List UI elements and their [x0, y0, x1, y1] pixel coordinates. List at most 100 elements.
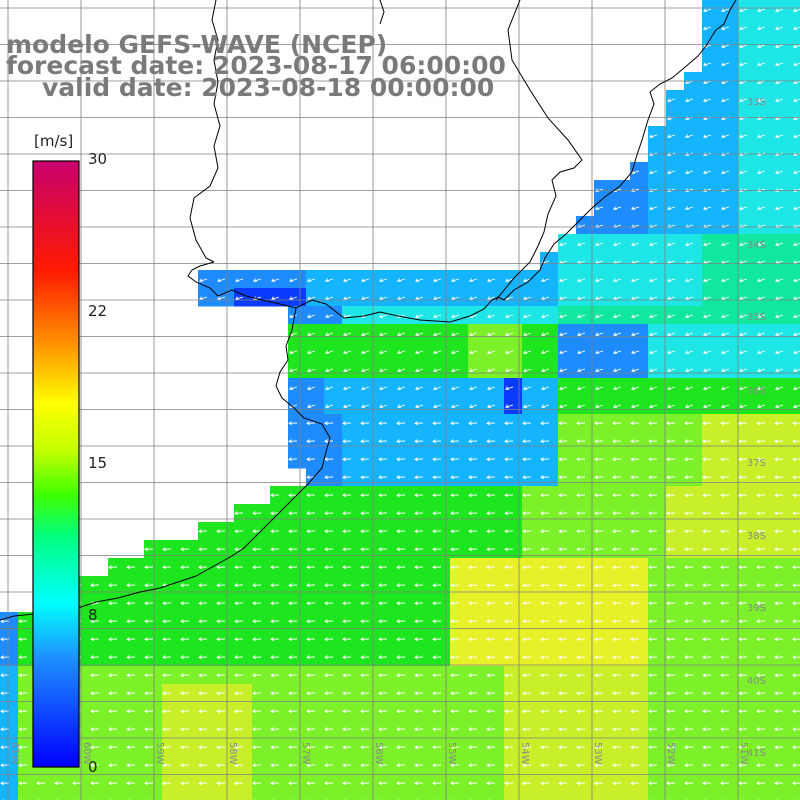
wind-arrow — [540, 781, 550, 786]
wind-arrow — [108, 727, 118, 732]
wind-arrow — [559, 386, 568, 390]
wind-speed-cell — [486, 378, 505, 397]
wind-speed-cell — [270, 756, 289, 775]
wind-speed-cell — [126, 702, 145, 721]
wind-arrow — [666, 475, 676, 480]
wind-speed-cell — [756, 54, 775, 73]
wind-arrow — [594, 421, 604, 426]
wind-speed-cell — [522, 306, 541, 325]
wind-arrow — [414, 781, 424, 786]
wind-arrow — [144, 547, 154, 552]
wind-arrow — [702, 529, 712, 534]
wind-arrow — [306, 655, 316, 660]
wind-speed-cell — [324, 450, 343, 469]
wind-speed-cell — [630, 378, 649, 397]
wind-speed-cell — [756, 702, 775, 721]
wind-speed-cell — [666, 792, 685, 800]
wind-arrow — [306, 781, 316, 786]
wind-arrow — [324, 691, 334, 696]
wind-arrow — [342, 457, 352, 462]
wind-arrow — [774, 565, 784, 570]
wind-speed-cell — [234, 774, 253, 793]
wind-arrow — [757, 44, 766, 48]
wind-speed-cell — [216, 756, 235, 775]
wind-arrow — [684, 673, 694, 678]
wind-arrow — [397, 332, 406, 336]
wind-speed-cell — [360, 792, 379, 800]
wind-arrow — [216, 637, 226, 642]
wind-arrow — [180, 709, 190, 714]
wind-speed-cell — [144, 558, 163, 577]
wind-speed-cell — [450, 774, 469, 793]
wind-arrow — [558, 547, 568, 552]
wind-arrow — [685, 242, 694, 246]
wind-arrow — [756, 583, 766, 588]
wind-speed-cell — [720, 468, 739, 487]
wind-arrow — [450, 583, 460, 588]
wind-arrow — [415, 368, 424, 372]
wind-arrow — [180, 745, 190, 750]
wind-arrow — [774, 763, 784, 768]
wind-arrow — [666, 601, 676, 606]
wind-speed-cell — [162, 540, 181, 559]
wind-speed-cell — [198, 720, 217, 739]
wind-arrow — [594, 511, 604, 516]
wind-arrow — [307, 332, 316, 336]
wind-speed-cell — [306, 648, 325, 667]
wind-arrow — [468, 529, 478, 534]
wind-arrow — [756, 511, 766, 516]
wind-speed-cell — [396, 288, 415, 307]
wind-arrow — [289, 386, 298, 390]
wind-speed-cell — [666, 666, 685, 685]
wind-arrow — [648, 601, 658, 606]
wind-speed-cell — [540, 450, 559, 469]
wind-speed-cell — [666, 126, 685, 145]
wind-arrow — [396, 745, 406, 750]
wind-arrow — [306, 691, 316, 696]
wind-arrow — [577, 350, 586, 354]
wind-speed-cell — [666, 414, 685, 433]
wind-speed-cell — [630, 504, 649, 523]
wind-speed-cell — [324, 756, 343, 775]
wind-speed-cell — [450, 324, 469, 343]
wind-arrow — [721, 314, 730, 318]
wind-arrow — [162, 637, 172, 642]
wind-arrow — [684, 763, 694, 768]
wind-arrow — [558, 511, 568, 516]
wind-speed-cell — [234, 630, 253, 649]
wind-arrow — [307, 350, 316, 354]
wind-arrow — [505, 350, 514, 354]
title-model: modelo GEFS-WAVE (NCEP) — [6, 30, 388, 59]
wind-arrow — [487, 296, 496, 300]
wind-speed-cell — [540, 756, 559, 775]
wind-arrow — [630, 547, 640, 552]
wind-arrow — [720, 529, 730, 534]
wind-speed-cell — [180, 648, 199, 667]
wind-speed-cell — [684, 180, 703, 199]
wind-arrow — [396, 529, 406, 534]
wind-arrow — [612, 709, 622, 714]
wind-arrow — [612, 655, 622, 660]
wind-speed-cell — [738, 576, 757, 595]
wind-speed-cell — [234, 720, 253, 739]
wind-speed-cell — [594, 234, 613, 253]
wind-speed-cell — [738, 540, 757, 559]
lon-label-57w: 57W — [300, 742, 311, 765]
wind-speed-cell — [162, 648, 181, 667]
wind-speed-cell — [540, 630, 559, 649]
wind-arrow — [540, 439, 550, 444]
wind-arrow — [486, 709, 496, 714]
wind-speed-cell — [270, 540, 289, 559]
wind-speed-cell — [306, 378, 325, 397]
wind-arrow — [378, 565, 388, 570]
wind-speed-cell — [594, 450, 613, 469]
wind-arrow — [216, 763, 226, 768]
wind-arrow — [360, 439, 370, 444]
wind-arrow — [703, 332, 712, 336]
wind-arrow — [631, 332, 640, 336]
wind-arrow — [487, 278, 496, 282]
wind-speed-cell — [630, 576, 649, 595]
wind-arrow — [576, 457, 586, 462]
wind-speed-cell — [18, 756, 37, 775]
wind-speed-cell — [648, 126, 667, 145]
